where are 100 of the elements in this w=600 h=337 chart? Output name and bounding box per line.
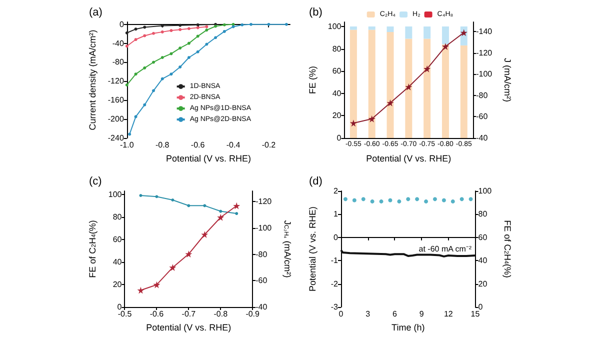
bar xyxy=(405,38,412,138)
bar xyxy=(350,26,357,30)
point xyxy=(160,56,164,60)
point xyxy=(170,72,173,76)
y2-tick-label: -100 xyxy=(476,70,493,79)
point xyxy=(178,65,182,68)
y-tick-label: 2 xyxy=(334,186,339,195)
bar xyxy=(368,30,376,138)
y-tick-label: -40 xyxy=(112,38,124,48)
point xyxy=(137,286,144,294)
x-tick-label: -0.4 xyxy=(226,140,241,150)
y-tick-label: 80 xyxy=(112,212,122,221)
x-tick-label: -0.7 xyxy=(182,309,196,318)
y-tick-label: 0 xyxy=(334,232,339,242)
point xyxy=(160,77,164,80)
point xyxy=(233,202,240,209)
point xyxy=(196,26,200,30)
y-tick-label: -240 xyxy=(108,134,124,142)
x-tick-label: -0.2 xyxy=(262,140,276,150)
point xyxy=(171,198,174,202)
y-tick-label: 60 xyxy=(112,234,122,244)
line-series xyxy=(125,22,235,86)
y-tick-label: 20 xyxy=(332,111,342,120)
point xyxy=(203,204,206,207)
y2-tick-label: -60 xyxy=(256,276,268,285)
y2-tick-label: -120 xyxy=(256,196,272,206)
y2-tick-label: 20 xyxy=(478,278,488,288)
point xyxy=(235,212,238,215)
y2-tick-label: 0 xyxy=(478,302,484,311)
point xyxy=(125,83,128,86)
point xyxy=(160,30,164,34)
y-tick-label: 60 xyxy=(332,66,342,76)
y2-tick-label: -140 xyxy=(476,27,493,36)
point xyxy=(152,89,155,92)
y2-tick-label: 80 xyxy=(478,209,488,218)
bar xyxy=(442,26,449,44)
point xyxy=(125,44,128,48)
y-tick-label: 0 xyxy=(119,20,124,29)
point xyxy=(214,36,218,40)
bar xyxy=(368,26,376,30)
bar xyxy=(442,44,449,138)
point xyxy=(153,280,160,288)
x-axis-title: Potential (V vs. RHE) xyxy=(366,154,452,164)
point xyxy=(196,34,200,38)
y-tick-label: -80 xyxy=(112,58,124,67)
x-axis-title: Potential (V vs. RHE) xyxy=(166,154,251,164)
point xyxy=(125,31,128,34)
x-tick-label: 12 xyxy=(444,309,454,318)
point xyxy=(143,103,146,106)
y-tick-label: 40 xyxy=(112,256,122,266)
point xyxy=(240,23,244,26)
point xyxy=(178,46,182,50)
chart-title: (c) xyxy=(89,175,102,187)
bar xyxy=(386,26,394,32)
point xyxy=(205,25,208,28)
y-axis-title: Current density (mA/cm²) xyxy=(88,30,98,130)
point xyxy=(222,23,226,26)
bar xyxy=(386,32,394,138)
point xyxy=(170,52,173,56)
x-tick-label: -0.8 xyxy=(214,309,228,318)
x-tick-label: -0.5 xyxy=(118,309,132,318)
y-tick-label: 100 xyxy=(108,189,122,198)
x-axis-title: Time (h) xyxy=(392,322,425,332)
point xyxy=(424,65,431,72)
point xyxy=(442,42,449,50)
point xyxy=(405,83,412,90)
y2-tick-label: 60 xyxy=(478,232,488,242)
point xyxy=(187,42,190,45)
y-tick-label: -200 xyxy=(108,114,124,124)
y-tick-label: -160 xyxy=(108,96,124,105)
point xyxy=(201,230,208,238)
y-tick-label: -2 xyxy=(330,278,339,288)
annotation: at -60 mA cm⁻² xyxy=(418,244,472,253)
y-tick-label: 80 xyxy=(332,44,342,54)
y-axis-title: Potential (V vs. RHE) xyxy=(308,206,318,292)
y-tick-label: -120 xyxy=(108,76,124,86)
bar xyxy=(350,30,357,138)
point xyxy=(205,28,208,32)
point xyxy=(134,115,138,118)
point xyxy=(386,99,394,106)
chart-title: (a) xyxy=(89,6,102,18)
y-axis-title: FE (%) xyxy=(308,66,318,94)
x-tick-label: 6 xyxy=(392,309,398,318)
point xyxy=(178,28,182,32)
x-tick-label: -1.0 xyxy=(120,140,134,150)
y-tick-label: 1 xyxy=(334,209,339,218)
point xyxy=(134,38,138,42)
y2-tick-label: -120 xyxy=(476,48,493,58)
y2-tick-label: -80 xyxy=(256,249,268,258)
point xyxy=(350,120,357,127)
point xyxy=(219,209,222,212)
y-tick-label: 20 xyxy=(112,279,122,288)
point xyxy=(152,60,155,64)
y2-tick-label: 40 xyxy=(478,256,488,265)
chart-title: (b) xyxy=(309,6,322,18)
line-series xyxy=(128,22,288,136)
y-tick-label: 100 xyxy=(328,22,342,31)
y-tick-label: -1 xyxy=(330,256,339,265)
point xyxy=(284,22,288,26)
y2-tick-label: -60 xyxy=(476,112,488,122)
